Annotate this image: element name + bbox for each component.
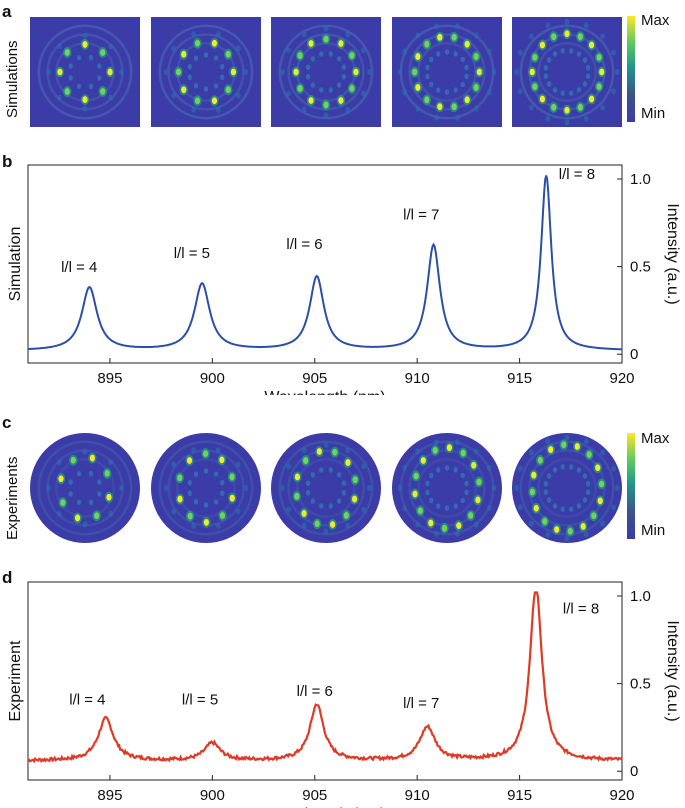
y-axis-label-right: Intensity (a.u.) <box>664 203 681 304</box>
panel-letter-d: d <box>2 568 13 587</box>
y-tick-label: 1.0 <box>630 171 651 188</box>
y-tick-label: 0 <box>630 763 638 780</box>
x-tick-label: 905 <box>302 787 327 804</box>
x-tick-label: 910 <box>405 370 430 387</box>
x-axis-label: Wavelength (nm) <box>264 806 385 808</box>
peak-annotation: l/l = 4 <box>69 692 105 709</box>
x-axis-label: Wavelength (nm) <box>264 389 385 395</box>
simulations-ylabel: Simulations <box>4 40 21 118</box>
simulation-colorbar-min: Min <box>641 105 666 122</box>
experiment-image-2 <box>150 433 261 543</box>
x-tick-label: 895 <box>97 370 122 387</box>
simulation-spectrum-chart: 895 900 905 910 915 920 0 0.5 1.0 Wavelength (nm)… <box>7 164 681 395</box>
spectrum-line <box>27 591 623 764</box>
y-tick-label: 0.5 <box>630 259 651 276</box>
plot-frame <box>27 164 623 364</box>
y-tick-label: 0 <box>630 346 638 363</box>
x-tick-label: 915 <box>507 370 532 387</box>
y-axis-label-left: Simulation <box>7 227 24 302</box>
panel-letter-c: c <box>2 413 12 432</box>
experiment-image-3 <box>271 433 381 543</box>
x-tick-label: 905 <box>302 370 327 387</box>
x-tick-label: 910 <box>405 787 430 804</box>
simulation-image-4 <box>391 17 502 127</box>
experiment-colorbar <box>627 433 635 539</box>
peak-annotation: l/l = 8 <box>563 601 599 618</box>
peak-annotation: l/l = 6 <box>286 236 322 253</box>
simulation-image-5 <box>512 17 622 127</box>
x-tick-label: 915 <box>507 787 532 804</box>
peak-annotation: l/l = 7 <box>403 206 439 223</box>
plot-frame <box>27 581 623 781</box>
spectrum-line <box>27 175 623 351</box>
peak-annotation: l/l = 8 <box>559 166 595 183</box>
experiment-spectrum-chart: 895 900 905 910 915 920 0 0.5 1.0 Wavelength (nm)… <box>7 581 681 808</box>
simulation-image-3 <box>271 17 381 127</box>
experiment-colorbar-max: Max <box>641 430 670 447</box>
panel-letter-a: a <box>2 2 12 21</box>
experiment-image-4 <box>391 433 502 543</box>
y-axis-label-right: Intensity (a.u.) <box>664 620 681 721</box>
y-tick-label: 0.5 <box>630 676 651 693</box>
y-tick-label: 1.0 <box>630 588 651 605</box>
simulation-colorbar <box>627 16 635 122</box>
x-tick-label: 920 <box>609 787 634 804</box>
simulation-colorbar-max: Max <box>641 12 670 29</box>
simulation-image-2 <box>150 17 261 127</box>
peak-annotation: l/l = 7 <box>403 695 439 712</box>
experiments-ylabel: Experiments <box>4 456 21 540</box>
peak-annotation: l/l = 5 <box>182 692 218 709</box>
peak-annotation: l/l = 6 <box>297 683 333 700</box>
y-axis-label-left: Experiment <box>7 640 24 721</box>
simulation-image-1 <box>30 17 140 127</box>
experiment-colorbar-min: Min <box>641 522 666 539</box>
x-tick-label: 900 <box>200 370 225 387</box>
panel-letter-b: b <box>2 152 13 171</box>
peak-annotation: l/l = 5 <box>174 245 210 262</box>
x-tick-label: 920 <box>609 370 634 387</box>
experiment-image-5 <box>512 433 622 543</box>
x-tick-label: 895 <box>97 787 122 804</box>
experiment-image-1 <box>30 433 140 543</box>
x-tick-label: 900 <box>200 787 225 804</box>
peak-annotation: l/l = 4 <box>61 259 97 276</box>
